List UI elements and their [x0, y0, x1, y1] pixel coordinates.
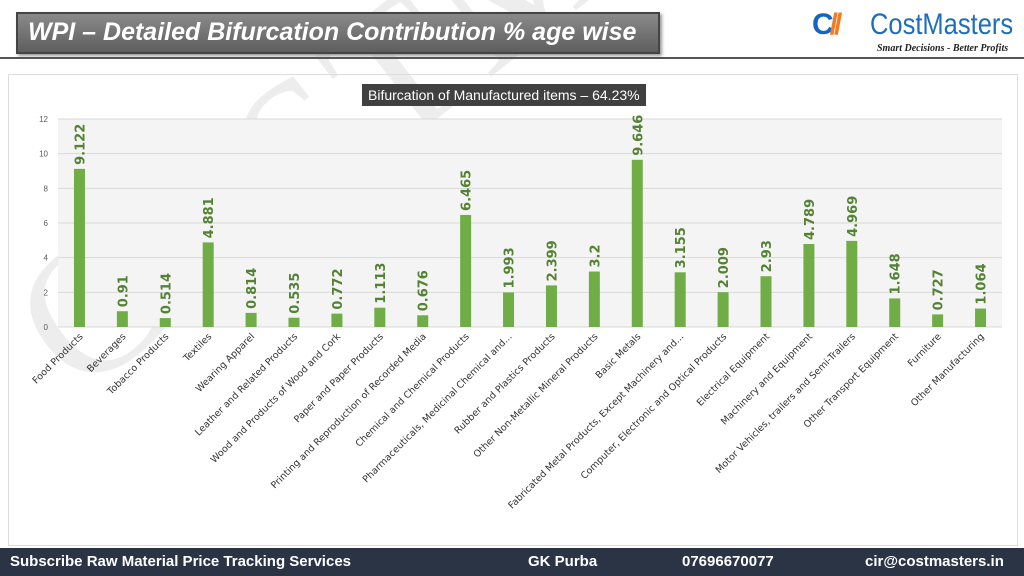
bar	[932, 314, 944, 327]
chart-title: Bifurcation of Manufactured items – 64.2…	[362, 84, 646, 106]
data-label: 3.2	[588, 245, 603, 268]
bar	[202, 242, 214, 327]
logo-name: CostMasters	[870, 8, 1014, 41]
data-label: 1.064	[975, 263, 990, 304]
x-tick-label: Paper and Paper Products	[292, 331, 386, 425]
data-label: 0.727	[932, 269, 947, 310]
logo-tagline: Smart Decisions - Better Profits	[877, 43, 1009, 54]
bar	[803, 243, 815, 327]
data-label: 0.91	[116, 275, 131, 307]
bar	[73, 168, 85, 327]
chart-frame	[8, 74, 1018, 546]
footer-email[interactable]: cir@costmasters.in	[865, 553, 1004, 570]
bar	[116, 311, 128, 327]
footer-person: GK Purba	[528, 553, 598, 570]
data-label: 9.122	[73, 124, 88, 165]
bar	[288, 317, 300, 327]
y-tick-label: 6	[44, 219, 49, 228]
footer-subscribe: Subscribe Raw Material Price Tracking Se…	[10, 553, 352, 570]
x-tick-label: Textiles	[181, 331, 214, 364]
bar	[631, 159, 643, 327]
x-tick-label: Printing and Reproduction of Recorded Me…	[269, 331, 429, 491]
bar	[674, 272, 686, 327]
data-label: 2.009	[717, 247, 732, 288]
data-label: 4.789	[803, 199, 818, 240]
y-tick-label: 12	[39, 115, 48, 124]
data-label: 0.676	[417, 270, 432, 311]
y-tick-label: 2	[44, 288, 49, 297]
x-tick-label: Food Products	[31, 331, 86, 386]
y-tick-label: 10	[39, 150, 48, 159]
bar	[374, 307, 386, 327]
x-tick-label: Beverages	[85, 331, 128, 374]
logo: C// CostMasters Smart Decisions - Better…	[812, 6, 1022, 56]
data-label: 6.465	[460, 170, 475, 211]
data-label: 0.814	[245, 268, 260, 309]
bar	[588, 271, 600, 327]
bar	[545, 285, 557, 327]
data-label: 3.155	[674, 227, 689, 268]
bar	[975, 308, 987, 327]
data-label: 2.399	[545, 240, 560, 281]
data-label: 0.772	[331, 268, 346, 309]
data-label: 1.993	[503, 247, 518, 288]
bar	[159, 318, 171, 327]
bar	[331, 313, 343, 327]
bar	[417, 315, 429, 327]
data-label: 1.648	[889, 253, 904, 294]
x-tick-label: Other Manufacturing	[909, 331, 987, 409]
bar	[889, 298, 901, 327]
data-label: 4.969	[846, 196, 861, 237]
x-tick-label: Computer, Electronic and Optical Product…	[579, 331, 729, 481]
x-tick-label: Other Transport Equipment	[802, 331, 901, 430]
x-tick-label: Pharmaceuticals, Medicinal Chemical and.…	[361, 331, 515, 485]
footer: Subscribe Raw Material Price Tracking Se…	[0, 548, 1024, 576]
x-tick-label: Electrical Equipment	[695, 331, 772, 408]
y-tick-label: 0	[44, 323, 49, 332]
y-tick-label: 8	[44, 184, 49, 193]
data-label: 0.535	[288, 273, 303, 314]
data-label: 9.646	[631, 115, 646, 156]
header-divider	[0, 57, 1024, 59]
x-tick-label: Furniture	[906, 331, 944, 369]
bar	[245, 312, 257, 327]
page-title-banner: WPI – Detailed Bifurcation Contribution …	[16, 12, 660, 54]
bar	[717, 292, 729, 327]
data-label: 2.93	[760, 240, 775, 272]
y-tick-label: 4	[44, 254, 49, 263]
footer-phone: 07696670077	[682, 553, 774, 570]
bar	[503, 292, 515, 327]
page-title: WPI – Detailed Bifurcation Contribution …	[28, 18, 637, 46]
data-label: 1.113	[374, 263, 389, 304]
data-label: 4.881	[202, 197, 217, 238]
bar	[460, 214, 472, 327]
bar	[846, 240, 858, 327]
bar	[760, 276, 772, 327]
data-label: 0.514	[159, 273, 174, 314]
x-tick-label: Machinery and Equipment	[719, 331, 815, 427]
